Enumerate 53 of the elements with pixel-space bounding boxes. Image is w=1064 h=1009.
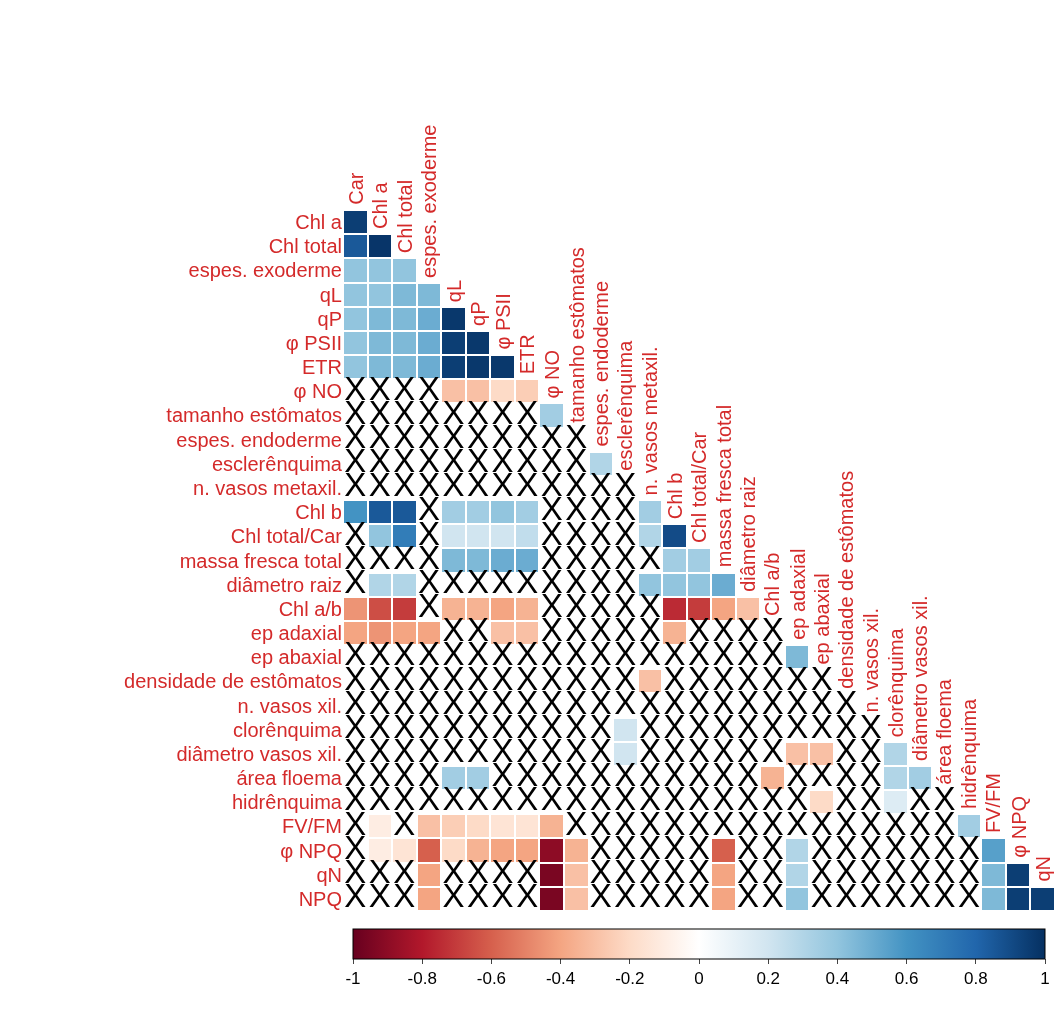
x-tick-label: ep adaxial [786, 548, 809, 640]
x-tick-label: Chl a [368, 181, 391, 229]
y-tick-label: φ NPQ [280, 839, 342, 862]
x-tick-label: hidrênquima [958, 697, 981, 809]
x-tick-label: FV/FM [982, 773, 1005, 834]
x-tick-label: espes. exoderme [417, 124, 440, 278]
x-tick-label: massa fresca total [712, 404, 735, 568]
color-bar-label: 1 [1040, 969, 1050, 989]
x-tick-label: área floema [933, 678, 956, 785]
color-bar-label: 0.6 [894, 969, 919, 989]
text: X [810, 756, 833, 794]
x-tick-label: Chl total/Car [688, 431, 711, 543]
color-bar-label: -0.2 [615, 969, 645, 989]
x-tick-label: densidade de estômatos [834, 470, 857, 689]
x-tick-label: n. vasos metaxil. [639, 346, 662, 496]
color-bar-label: 0.2 [756, 969, 781, 989]
color-bar-label: -0.8 [407, 969, 437, 989]
x-tick-label: φ NPQ [1007, 795, 1030, 858]
x-tick-label: φ PSII [491, 293, 514, 350]
x-tick-label: n. vasos xil. [860, 608, 883, 713]
x-tick-label: diâmetro raiz [737, 476, 760, 592]
x-tick-label: Car [344, 172, 367, 205]
color-bar-label: -0.6 [476, 969, 507, 989]
color-bar-label: 0 [694, 969, 704, 989]
x-tick-label: espes. endoderme [590, 280, 613, 447]
y-tick-label: Chl b [295, 501, 342, 524]
x-tick-label: diâmetro vasos xil. [909, 595, 931, 761]
color-bar-label: -0.4 [545, 969, 576, 989]
x-tick-label: ep abaxial [810, 573, 833, 665]
x-tick-label: φ NO [540, 350, 563, 399]
color-bar-label: 0.8 [963, 969, 988, 989]
text: X [393, 538, 416, 576]
text: X [467, 780, 490, 818]
text: X [442, 780, 465, 818]
x-tick-label: Chl a/b [761, 552, 784, 617]
text: X [491, 562, 514, 600]
text: X [368, 538, 391, 576]
x-tick-label: ETR [515, 334, 538, 375]
color-bar-label: -1 [345, 969, 361, 989]
text: X [516, 562, 539, 600]
y-tick-label: esclerênquima [211, 452, 343, 475]
text: X [442, 562, 465, 600]
x-tick-label: esclerênquima [613, 339, 636, 471]
color-bar-label: 0.4 [825, 969, 850, 989]
text: X [638, 538, 661, 576]
x-tick-label: Chl b [663, 472, 686, 520]
y-tick-label: qN [316, 863, 342, 886]
text: X [467, 562, 490, 600]
x-tick-label: qL [442, 279, 465, 303]
x-tick-label: Chl total [393, 179, 416, 254]
x-tick-label: clorênquima [884, 627, 907, 738]
x-tick-label: tamanho estômatos [565, 247, 588, 423]
y-tick-label: NPQ [298, 887, 342, 910]
